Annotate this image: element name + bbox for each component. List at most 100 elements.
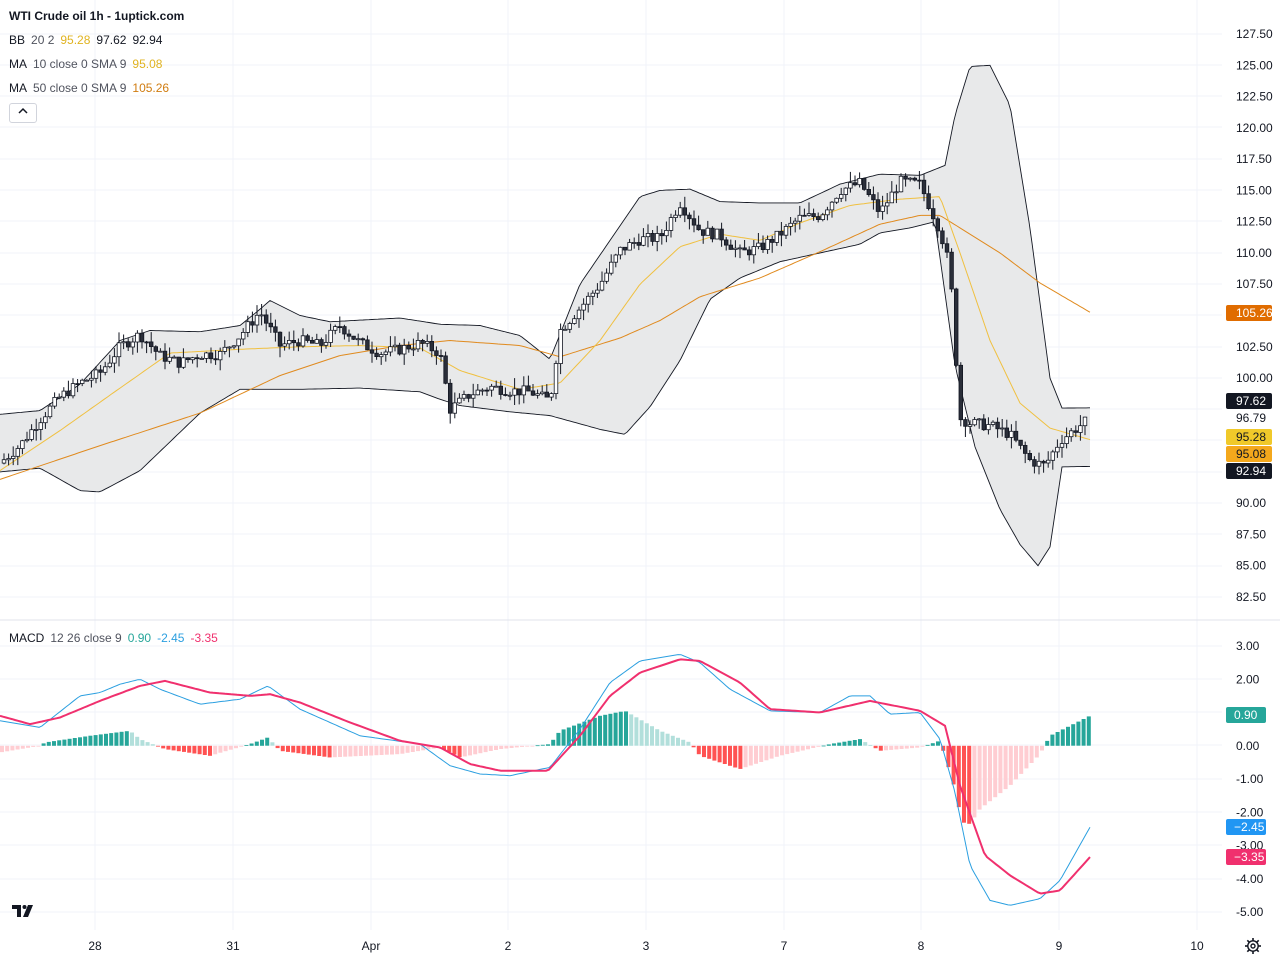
candle-up (167, 356, 172, 362)
macd-histogram-bar (338, 745, 342, 757)
candle-down (397, 344, 402, 355)
macd-histogram-bar (10, 745, 15, 751)
macd-histogram-bar (712, 745, 717, 761)
legend-macd-hist: -3.35 (190, 631, 218, 645)
time-axis-tick-label: 9 (1056, 939, 1063, 953)
candle-down (346, 333, 352, 337)
macd-histogram-bar (951, 745, 956, 785)
macd-histogram-bar (665, 733, 670, 746)
candle-up (52, 396, 57, 407)
candle-up (204, 352, 209, 359)
price-axis-tick-label: 120.00 (1236, 121, 1273, 135)
macd-histogram-bar (223, 745, 228, 752)
price-axis-tick-label: 127.50 (1236, 27, 1273, 41)
candle-up (130, 341, 135, 348)
candle-down (710, 227, 715, 240)
candle-down (1004, 427, 1009, 438)
macd-histogram-bar (239, 745, 244, 747)
macd-histogram-bar (1040, 745, 1044, 751)
legend-ma50[interactable]: MA 50 close 0 SMA 9 105.26 (9, 81, 175, 95)
macd-histogram-bar (691, 745, 696, 748)
candle-down (176, 356, 181, 368)
candle-up (15, 448, 20, 457)
candle-down (406, 344, 411, 350)
legend-macd-params: 12 26 close 9 (50, 631, 122, 645)
candle-up (231, 345, 237, 348)
macd-histogram-bar (473, 745, 478, 755)
macd-histogram-bar (603, 714, 608, 746)
macd-label-text-signal: −3.35 (1234, 850, 1265, 864)
macd-histogram-bar (598, 715, 602, 746)
macd-histogram-bar (400, 745, 405, 754)
macd-histogram-bar (743, 745, 748, 768)
candle-up (227, 346, 232, 349)
macd-histogram-bar (343, 745, 348, 757)
price-label-bb_basis (1226, 429, 1272, 445)
candle-down (526, 385, 531, 392)
price-axis-tick-label: 90.00 (1236, 496, 1266, 510)
macd-histogram-bar (41, 743, 46, 746)
candle-down (153, 346, 158, 352)
candle-down (650, 232, 655, 242)
macd-histogram-bar (312, 745, 316, 756)
macd-histogram-bar (634, 717, 639, 746)
macd-histogram-bar (655, 729, 660, 746)
legend-ma10-label: MA (9, 57, 27, 71)
candle-up (411, 348, 416, 351)
candle-down (963, 419, 968, 427)
candle-down (429, 340, 434, 352)
legend-macd-value: 0.90 (127, 631, 152, 645)
candle-down (544, 391, 549, 398)
macd-histogram-bar (920, 745, 925, 747)
macd-histogram-bar (52, 741, 56, 746)
settings-gear-icon[interactable] (1244, 937, 1262, 955)
price-label-text-bb_lower: 92.94 (1236, 464, 1266, 478)
candle-up (236, 338, 241, 347)
candle-down (935, 218, 940, 232)
macd-histogram-bar (722, 745, 727, 764)
candle-up (535, 393, 540, 396)
candle-down (995, 421, 1000, 430)
candle-up (1078, 425, 1083, 433)
macd-histogram-bar (260, 739, 264, 746)
macd-histogram-bar (821, 745, 826, 747)
macd-line (0, 654, 1091, 906)
candle-down (503, 394, 508, 396)
candle-up (80, 379, 85, 384)
macd-histogram-bar (1029, 745, 1034, 763)
macd-histogram-bar (587, 719, 592, 746)
macd-histogram-bar (884, 745, 888, 751)
candle-up (908, 177, 913, 180)
legend-macd[interactable]: MACD 12 26 close 9 0.90 -2.45 -3.35 (9, 631, 224, 645)
macd-histogram-bar (57, 740, 62, 746)
price-axis-tick-label: 82.50 (1236, 590, 1266, 604)
candle-up (20, 440, 25, 450)
candle-up (1046, 459, 1051, 464)
price-label-text-ma50: 105.26 (1236, 306, 1273, 320)
candle-down (291, 339, 296, 344)
collapse-legend-button[interactable] (9, 103, 37, 123)
macd-histogram-bar (1024, 745, 1029, 769)
macd-histogram-bar (494, 745, 498, 750)
macd-histogram-bar (1003, 745, 1008, 790)
macd-histogram-bar (218, 745, 223, 753)
macd-histogram-bar (98, 734, 103, 746)
macd-histogram-bar (702, 745, 706, 758)
macd-histogram-bar (296, 745, 301, 754)
legend-bb[interactable]: BB 20 2 95.28 97.62 92.94 (9, 33, 168, 47)
price-label-ma10 (1226, 446, 1272, 462)
legend-macd-label: MACD (9, 631, 45, 645)
macd-histogram-bar (1066, 726, 1070, 746)
candle-up (135, 332, 140, 343)
macd-histogram-bar (728, 745, 732, 766)
macd-histogram-bar (176, 745, 181, 752)
macd-histogram-bar (1076, 721, 1081, 746)
legend-ma10[interactable]: MA 10 close 0 SMA 9 95.08 (9, 57, 168, 71)
macd-histogram-bar (754, 745, 758, 764)
macd-histogram-bar (187, 745, 192, 753)
candle-down (98, 369, 103, 373)
macd-histogram-bar (327, 745, 332, 758)
macd-histogram-bar (660, 731, 665, 746)
